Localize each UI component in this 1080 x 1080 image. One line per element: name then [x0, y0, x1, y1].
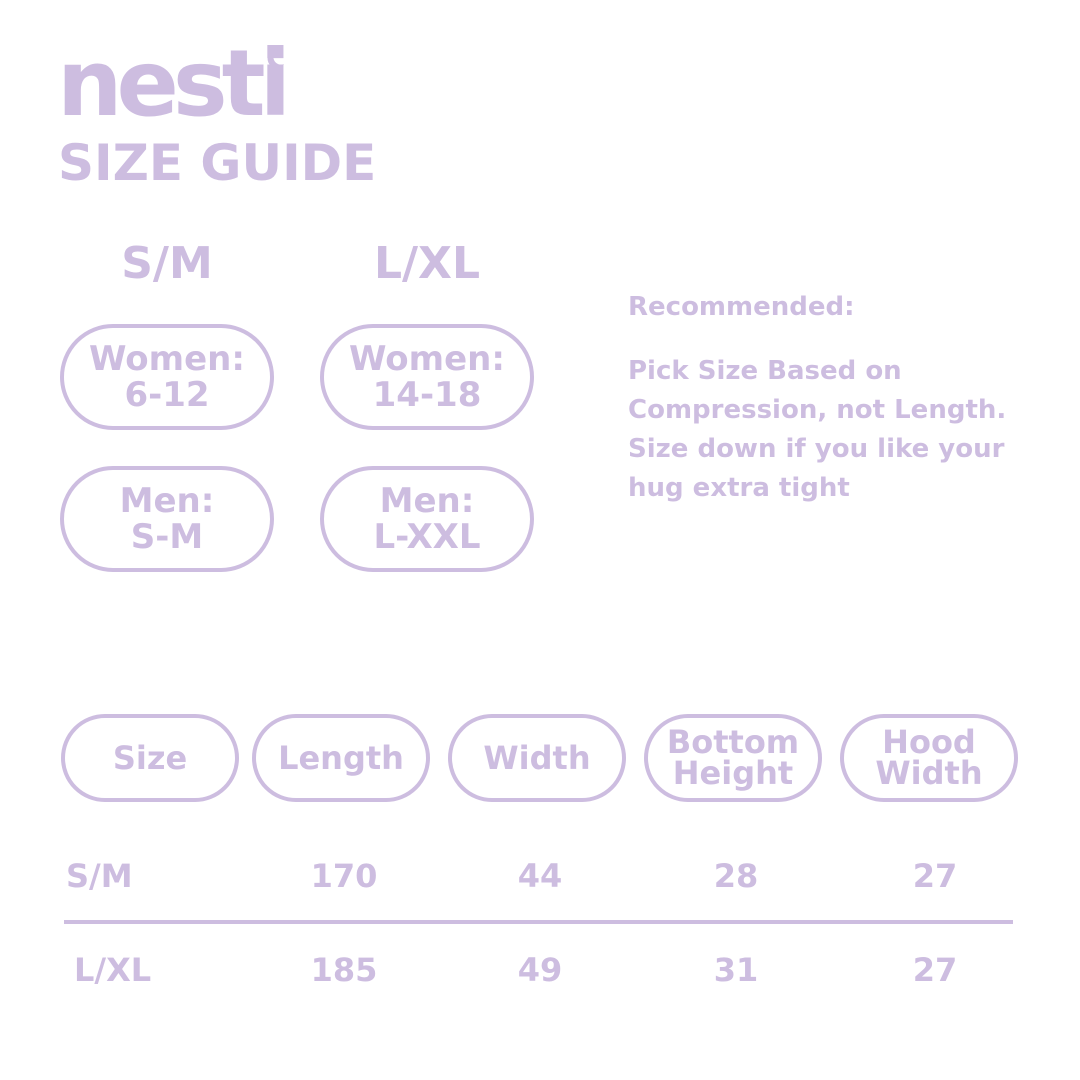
row-divider	[64, 920, 1013, 924]
table-cell-length: 170	[310, 857, 378, 895]
column-header-length: Length	[252, 714, 430, 802]
men-value: L-XXL	[373, 517, 481, 557]
men-label: Men:	[119, 481, 215, 521]
crescent-moon-icon	[267, 49, 284, 68]
table-cell-width: 44	[517, 857, 563, 895]
header-line1: Hood	[882, 723, 976, 761]
header-line1: Size	[112, 738, 188, 777]
column-header-size: Size	[61, 714, 239, 802]
men-size-pill-sm: Men: S-M	[60, 466, 274, 572]
size-heading-sm: S/M	[121, 238, 213, 289]
table-cell-length: 185	[310, 951, 378, 989]
header-line2: Height	[672, 754, 794, 792]
table-row-size-label: S/M	[66, 857, 133, 895]
header-line1: Length	[278, 738, 404, 777]
page-title: SIZE GUIDE	[58, 134, 377, 192]
column-header-bottom-height: Bottom Height	[644, 714, 822, 802]
women-size-pill-lxl: Women: 14-18	[320, 324, 534, 430]
table-cell-hood-width: 27	[912, 951, 958, 989]
recommendation-heading: Recommended:	[628, 292, 855, 322]
table-cell-bottom-height: 31	[713, 951, 759, 989]
women-size-pill-sm: Women: 6-12	[60, 324, 274, 430]
women-value: 14-18	[372, 375, 482, 415]
women-value: 6-12	[124, 375, 210, 415]
women-label: Women:	[349, 339, 505, 379]
column-header-hood-width: Hood Width	[840, 714, 1018, 802]
men-label: Men:	[379, 481, 475, 521]
men-size-pill-lxl: Men: L-XXL	[320, 466, 534, 572]
header-line2: Width	[875, 754, 983, 792]
women-label: Women:	[89, 339, 245, 379]
table-cell-bottom-height: 28	[713, 857, 759, 895]
header-line1: Width	[483, 738, 591, 777]
table-row-size-label: L/XL	[74, 951, 152, 989]
table-cell-width: 49	[517, 951, 563, 989]
men-value: S-M	[130, 517, 204, 557]
table-cell-hood-width: 27	[912, 857, 958, 895]
column-header-width: Width	[448, 714, 626, 802]
size-heading-lxl: L/XL	[373, 238, 481, 289]
recommendation-text: Pick Size Based on Compression, not Leng…	[628, 356, 1007, 503]
brand-logo: nesti	[57, 30, 291, 137]
header-line1: Bottom	[666, 723, 800, 761]
